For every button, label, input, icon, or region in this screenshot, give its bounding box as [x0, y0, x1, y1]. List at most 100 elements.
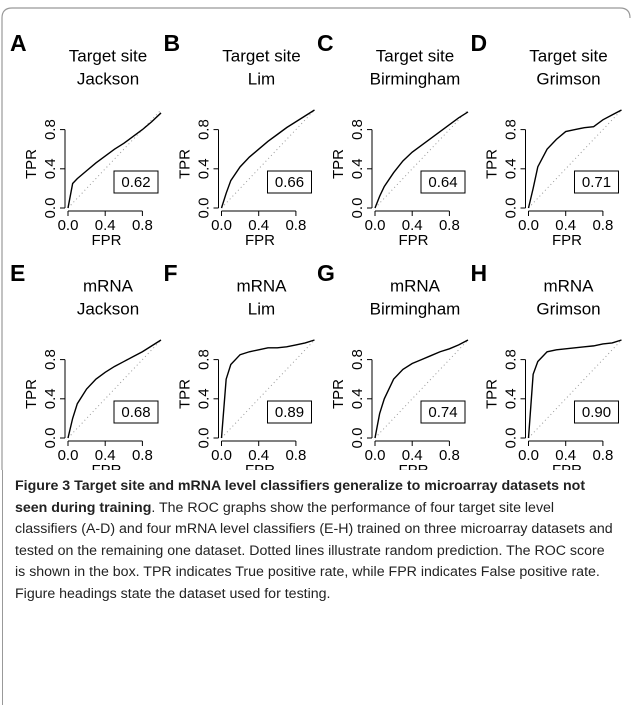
y-tick-label: 0.4	[195, 388, 212, 409]
score-box	[267, 170, 312, 194]
x-axis-label: FPR	[552, 232, 582, 249]
x-tick-label: 0.8	[592, 217, 613, 234]
roc-curve	[67, 112, 162, 209]
figure: A Target site Jackson 0.0 0.4 0.8 0.0 0.4 0.8 FPR…	[1, 7, 631, 479]
y-tick-label: 0.8	[42, 119, 59, 140]
caption-heading: Figure 3 Target site and mRNA level clas…	[15, 478, 586, 516]
x-tick-label: 0.4	[555, 447, 576, 464]
y-axis-label: TPR	[483, 379, 500, 409]
x-tick-label: 0.0	[518, 217, 539, 234]
score: 0.90	[582, 404, 611, 421]
chart-subtitle: Grimson	[536, 69, 600, 88]
x-tick-label: 0.0	[365, 447, 386, 464]
y-tick-label: 0.0	[349, 428, 366, 449]
x-tick-label: 0.0	[518, 447, 539, 464]
chart-subtitle: Birmingham	[370, 299, 461, 318]
roc-curve	[527, 109, 622, 209]
score-box	[574, 400, 619, 424]
reference-line	[528, 339, 622, 439]
panel-label: F	[164, 260, 178, 286]
panel-label: A	[10, 30, 27, 56]
chart-title: mRNA	[83, 276, 134, 295]
y-tick-label: 0.8	[42, 349, 59, 370]
x-tick-label: 0.0	[58, 447, 79, 464]
caption: Figure 3 Target site and mRNA level clas…	[15, 476, 618, 605]
x-tick-label: 0.8	[285, 447, 306, 464]
caption-text: . The ROC graphs show the performance of…	[15, 499, 613, 602]
score: 0.71	[582, 174, 611, 191]
y-tick-label: 0.4	[349, 158, 366, 179]
y-tick-label: 0.0	[502, 428, 519, 449]
y-axis-label: TPR	[176, 379, 193, 409]
chart-subtitle: Birmingham	[370, 69, 461, 88]
reference-line	[374, 339, 469, 439]
x-tick-label: 0.4	[555, 217, 576, 234]
x-axis-label: FPR	[245, 232, 275, 249]
x-tick-label: 0.8	[439, 217, 460, 234]
x-tick-label: 0.4	[248, 447, 269, 464]
x-tick-label: 0.8	[592, 447, 613, 464]
frame	[1, 7, 631, 470]
y-axis-label: TPR	[330, 149, 347, 179]
x-axis-label: FPR	[399, 462, 429, 470]
panel-label: B	[164, 30, 181, 56]
score: 0.64	[428, 174, 457, 191]
score: 0.74	[428, 404, 457, 421]
frame	[2, 470, 4, 705]
x-tick-label: 0.0	[211, 217, 232, 234]
y-tick-label: 0.4	[42, 388, 59, 409]
y-tick-label: 0.8	[349, 119, 366, 140]
x-tick-label: 0.0	[58, 217, 79, 234]
y-tick-label: 0.8	[195, 119, 212, 140]
y-axis-label: TPR	[330, 379, 347, 409]
score-box	[420, 400, 466, 424]
x-tick-label: 0.4	[402, 447, 423, 464]
panel-label: G	[317, 260, 335, 286]
x-tick-label: 0.0	[365, 217, 386, 234]
y-tick-label: 0.0	[195, 428, 212, 449]
x-tick-label: 0.4	[402, 217, 423, 234]
y-axis-label: TPR	[176, 149, 193, 179]
chart-title: Target site	[529, 46, 607, 65]
chart-subtitle: Lim	[248, 299, 275, 318]
roc-curve	[527, 339, 622, 439]
y-tick-label: 0.8	[195, 349, 212, 370]
x-tick-label: 0.4	[248, 217, 269, 234]
score: 0.62	[121, 174, 150, 191]
chart-title: Target site	[222, 46, 300, 65]
y-tick-label: 0.8	[502, 349, 519, 370]
chart-title: Target site	[376, 46, 454, 65]
x-tick-label: 0.8	[439, 447, 460, 464]
x-axis-label: FPR	[399, 232, 429, 249]
score-box	[113, 400, 159, 424]
score-box	[420, 170, 466, 194]
score-box	[113, 170, 159, 194]
y-axis-label: TPR	[23, 149, 40, 179]
x-tick-label: 0.8	[132, 447, 153, 464]
x-tick-label: 0.4	[95, 217, 116, 234]
y-tick-label: 0.0	[42, 428, 59, 449]
y-tick-label: 0.0	[502, 198, 519, 219]
chart-subtitle: Jackson	[77, 69, 139, 88]
reference-line	[374, 109, 469, 209]
chart-subtitle: Lim	[248, 69, 275, 88]
panel-label: D	[471, 30, 488, 56]
score-box	[574, 170, 619, 194]
roc-curve	[374, 339, 469, 439]
x-axis-label: FPR	[92, 462, 122, 470]
chart-subtitle: Jackson	[77, 299, 139, 318]
x-axis-label: FPR	[552, 462, 582, 470]
y-tick-label: 0.8	[502, 119, 519, 140]
roc-curve	[374, 111, 469, 209]
y-tick-label: 0.8	[349, 349, 366, 370]
y-tick-label: 0.4	[195, 158, 212, 179]
score: 0.68	[121, 404, 150, 421]
chart-title: mRNA	[390, 276, 441, 295]
score-box	[267, 400, 312, 424]
x-axis-label: FPR	[92, 232, 122, 249]
chart-title: mRNA	[543, 276, 594, 295]
reference-line	[221, 109, 315, 209]
y-tick-label: 0.4	[349, 388, 366, 409]
panel-label: C	[317, 30, 334, 56]
